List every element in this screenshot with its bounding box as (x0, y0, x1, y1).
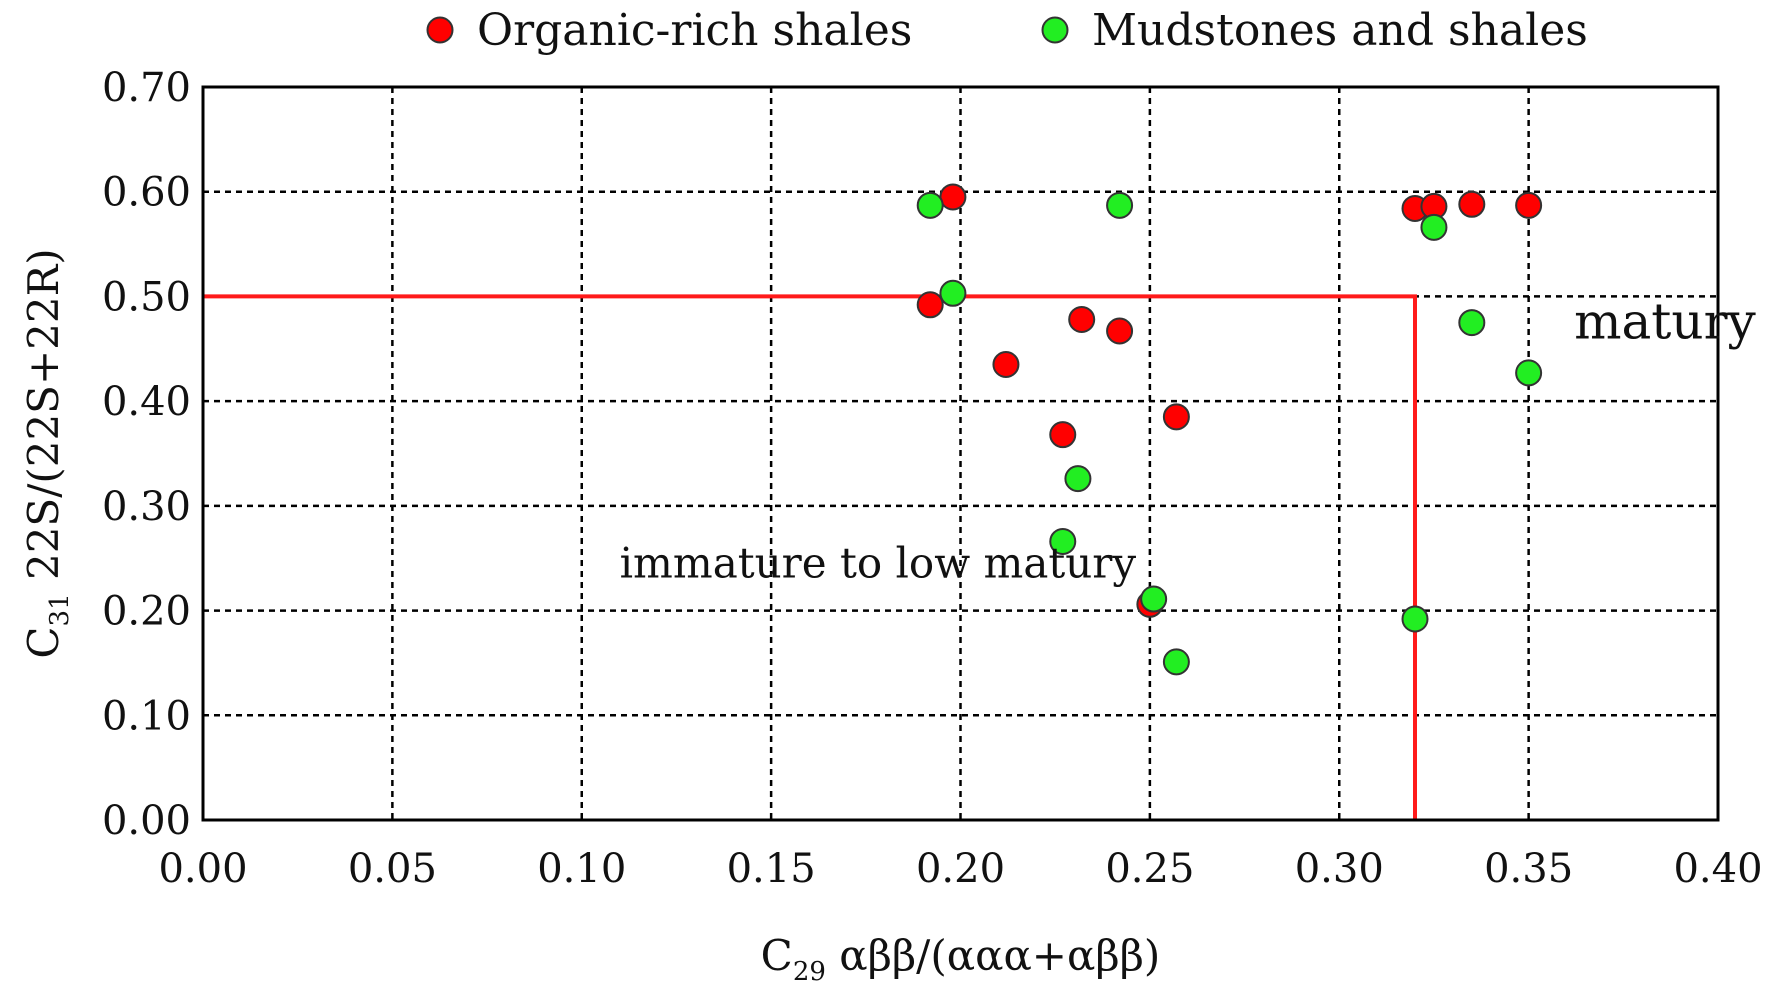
boundary-line (203, 294, 1417, 820)
x-tick-label: 0.30 (1295, 846, 1384, 892)
data-point (1515, 359, 1543, 387)
y-axis-ticks: 0.00 0.10 0.20 0.30 0.40 0.50 0.60 0.70 (102, 65, 191, 844)
legend-marker (426, 16, 454, 44)
y-tick-label: 0.60 (102, 170, 191, 216)
data-point (1140, 585, 1168, 613)
x-tick-label: 0.20 (916, 846, 1005, 892)
data-point (1458, 190, 1486, 218)
annotations: immature to low matury matury (620, 293, 1757, 588)
x-tick-label: 0.25 (1105, 846, 1194, 892)
x-tick-label: 0.10 (537, 846, 626, 892)
data-point (1049, 527, 1077, 555)
data-point (916, 191, 944, 219)
x-tick-label: 0.00 (158, 846, 247, 892)
y-tick-label: 0.00 (102, 798, 191, 844)
data-point (1106, 317, 1134, 345)
data-point (939, 183, 967, 211)
legend-item: Organic-rich shales (426, 5, 912, 56)
data-point (1049, 421, 1077, 449)
data-points (916, 183, 1543, 676)
data-point (1064, 465, 1092, 493)
maturity-boundary (203, 294, 1417, 820)
y-axis-label: C31 22S/(22S+22R) (19, 248, 75, 658)
y-tick-label: 0.40 (102, 379, 191, 425)
y-tick-label: 0.10 (102, 693, 191, 739)
data-point (1420, 213, 1448, 241)
legend-marker (1041, 16, 1069, 44)
data-point (1401, 605, 1429, 633)
annotation-immature: immature to low matury (620, 538, 1137, 587)
series-mudstones-and-shales (916, 191, 1543, 676)
legend-label: Organic-rich shales (477, 5, 912, 56)
plot-frame (201, 85, 1720, 822)
data-point (1458, 309, 1486, 337)
data-point (1106, 191, 1134, 219)
data-point (1515, 191, 1543, 219)
data-point (1162, 403, 1190, 431)
y-tick-label: 0.50 (102, 274, 191, 320)
x-tick-label: 0.05 (348, 846, 437, 892)
legend-label: Mudstones and shales (1092, 5, 1588, 56)
y-tick-label: 0.20 (102, 589, 191, 635)
x-axis-ticks: 0.00 0.05 0.10 0.15 0.20 0.25 0.30 0.35 0.40 (158, 846, 1762, 892)
data-point (916, 291, 944, 319)
data-point (1162, 648, 1190, 676)
data-point (939, 279, 967, 307)
y-tick-label: 0.30 (102, 484, 191, 530)
legend-item: Mudstones and shales (1041, 5, 1588, 56)
x-tick-label: 0.40 (1673, 846, 1762, 892)
annotation-matury: matury (1574, 293, 1756, 351)
data-point (992, 350, 1020, 378)
x-tick-label: 0.35 (1484, 846, 1573, 892)
legend: Organic-rich shales Mudstones and shales (426, 5, 1588, 56)
y-tick-label: 0.70 (102, 65, 191, 111)
x-axis-label: C29 αββ/(ααα+αββ) (761, 931, 1161, 987)
data-point (1068, 305, 1096, 333)
x-tick-label: 0.15 (727, 846, 816, 892)
